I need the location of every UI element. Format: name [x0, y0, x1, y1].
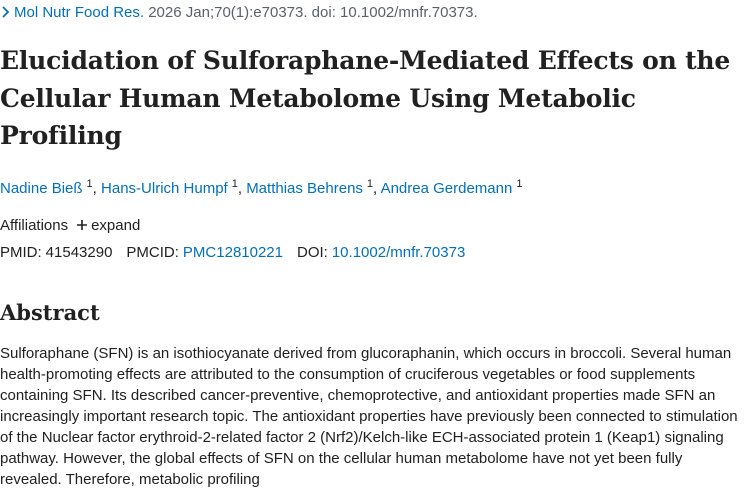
identifier-label: PMID: [0, 244, 42, 261]
affiliations-label: Affiliations [0, 217, 69, 234]
citation: Mol Nutr Food Res. 2026 Jan;70(1):e70373… [0, 4, 478, 21]
citation-details: 2026 Jan;70(1):e70373. doi: 10.1002/mnfr… [148, 4, 478, 21]
expand-toggle[interactable]: expand [91, 217, 141, 234]
identifier-value[interactable]: PMC12810221 [182, 244, 283, 261]
abstract-text: Sulforaphane (SFN) is an isothiocyanate … [0, 345, 738, 488]
affiliation-number[interactable]: 1 [366, 178, 374, 190]
identifier-label: PMCID: [126, 244, 179, 261]
identifier-value[interactable]: 10.1002/mnfr.70373 [331, 244, 466, 261]
identifier-value: 41543290 [45, 244, 113, 261]
affiliation-number[interactable]: 1 [516, 178, 523, 190]
identifiers: PMID: 41543290 PMCID: PMC12810221 DOI: 10.100… [0, 244, 479, 261]
author-link[interactable]: Matthias Behrens [246, 180, 363, 197]
affiliation-number[interactable]: 1 [231, 178, 238, 190]
journal-link[interactable]: Mol Nutr Food Res. [14, 4, 145, 21]
abstract-heading: Abstract [0, 300, 100, 325]
chevron-icon [2, 6, 10, 18]
affiliation-number[interactable]: 1 [86, 178, 93, 190]
author-link[interactable]: Nadine Bieß [0, 180, 83, 197]
identifier-label: DOI: [297, 244, 328, 261]
article-title: Elucidation of Sulforaphane-Mediated Eff… [0, 46, 731, 150]
affiliations: Affiliations expand [0, 217, 140, 234]
author-link[interactable]: Andrea Gerdemann [380, 180, 513, 197]
plus-icon [77, 220, 88, 230]
author-list: Nadine Bieß 1, Hans-Ulrich Humpf 1, Matthi… [0, 178, 522, 197]
author-separator: , [237, 180, 243, 197]
author-separator: , [92, 180, 97, 197]
author-link[interactable]: Hans-Ulrich Humpf [101, 180, 228, 197]
author-separator: , [373, 180, 378, 197]
